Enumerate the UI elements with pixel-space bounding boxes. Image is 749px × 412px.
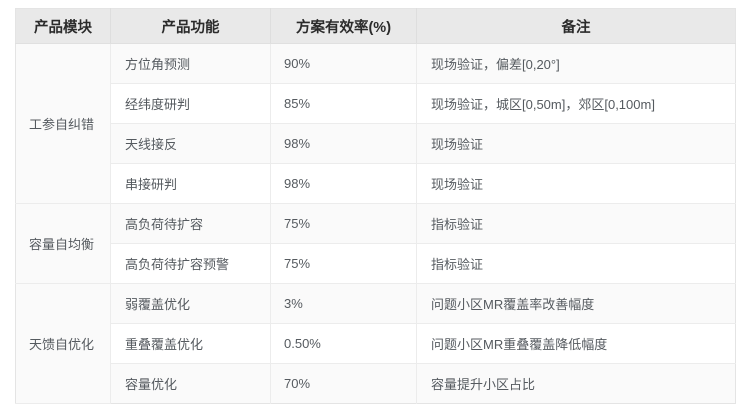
note-cell: 指标验证 (416, 203, 736, 244)
function-cell: 容量优化 (110, 363, 271, 404)
effectiveness-rate-cell: 75% (270, 203, 417, 244)
table-body: 工参自纠错 方位角预测 90% 现场验证，偏差[0,20°] 经纬度研判 85% 现场验证，… (15, 43, 736, 404)
module-group-cell: 容量自均衡 (15, 203, 111, 284)
note-cell: 现场验证，偏差[0,20°] (416, 43, 736, 84)
table-row: 高负荷待扩容预警 75% 指标验证 (16, 243, 736, 284)
column-header-note: 备注 (416, 8, 736, 44)
table-row: 串接研判 98% 现场验证 (16, 163, 736, 204)
spec-table-container: 产品模块 产品功能 方案有效率(%) 备注 工参自纠错 方位角预测 90% 现场验证，… (15, 8, 736, 404)
table-header-row: 产品模块 产品功能 方案有效率(%) 备注 (15, 8, 736, 44)
table-row: 重叠覆盖优化 0.50% 问题小区MR重叠覆盖降低幅度 (16, 323, 736, 364)
function-cell: 重叠覆盖优化 (110, 323, 271, 364)
module-group-cell: 工参自纠错 (15, 43, 111, 204)
effectiveness-rate-cell: 90% (270, 43, 417, 84)
function-cell: 天线接反 (110, 123, 271, 164)
product-capability-table: 产品模块 产品功能 方案有效率(%) 备注 工参自纠错 方位角预测 90% 现场验证，… (15, 8, 736, 404)
table-row: 容量自均衡 高负荷待扩容 75% 指标验证 (15, 203, 736, 284)
table-row: 容量优化 70% 容量提升小区占比 (16, 363, 736, 404)
effectiveness-rate-cell: 98% (270, 163, 417, 204)
function-cell: 高负荷待扩容 (110, 203, 271, 244)
note-cell: 现场验证 (416, 163, 736, 204)
table-row: 工参自纠错 方位角预测 90% 现场验证，偏差[0,20°] (15, 43, 736, 204)
effectiveness-rate-cell: 98% (270, 123, 417, 164)
column-header-function: 产品功能 (110, 8, 271, 44)
note-cell: 现场验证，城区[0,50m]，郊区[0,100m] (416, 83, 736, 124)
note-cell: 问题小区MR重叠覆盖降低幅度 (416, 323, 736, 364)
note-cell: 指标验证 (416, 243, 736, 284)
function-cell: 弱覆盖优化 (110, 283, 271, 324)
table-row: 天线接反 98% 现场验证 (16, 123, 736, 164)
table-header: 产品模块 产品功能 方案有效率(%) 备注 (15, 8, 736, 44)
effectiveness-rate-cell: 0.50% (270, 323, 417, 364)
effectiveness-rate-cell: 3% (270, 283, 417, 324)
module-group-cell: 天馈自优化 (15, 283, 111, 404)
function-cell: 经纬度研判 (110, 83, 271, 124)
note-cell: 容量提升小区占比 (416, 363, 736, 404)
effectiveness-rate-cell: 85% (270, 83, 417, 124)
note-cell: 问题小区MR覆盖率改善幅度 (416, 283, 736, 324)
effectiveness-rate-cell: 70% (270, 363, 417, 404)
note-cell: 现场验证 (416, 123, 736, 164)
function-cell: 串接研判 (110, 163, 271, 204)
table-row: 经纬度研判 85% 现场验证，城区[0,50m]，郊区[0,100m] (16, 83, 736, 124)
function-cell: 方位角预测 (110, 43, 271, 84)
column-header-rate: 方案有效率(%) (270, 8, 417, 44)
table-row: 天馈自优化 弱覆盖优化 3% 问题小区MR覆盖率改善幅度 (15, 283, 736, 404)
effectiveness-rate-cell: 75% (270, 243, 417, 284)
column-header-module: 产品模块 (15, 8, 111, 44)
function-cell: 高负荷待扩容预警 (110, 243, 271, 284)
